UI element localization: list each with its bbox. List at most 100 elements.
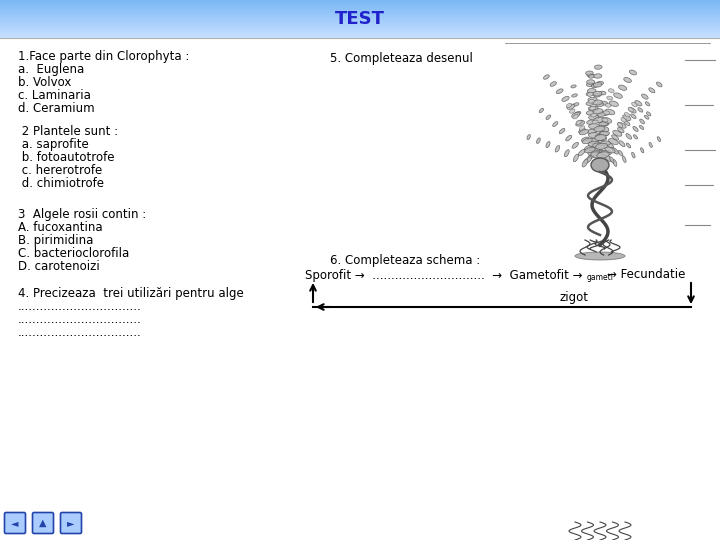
Polygon shape: [0, 25, 720, 26]
Text: 3  Algele rosii contin :: 3 Algele rosii contin :: [18, 208, 146, 221]
Ellipse shape: [576, 120, 583, 124]
Ellipse shape: [588, 150, 600, 156]
Ellipse shape: [593, 91, 602, 96]
Ellipse shape: [595, 143, 608, 150]
Ellipse shape: [585, 157, 592, 163]
Polygon shape: [0, 17, 720, 18]
Ellipse shape: [536, 138, 540, 144]
Ellipse shape: [600, 101, 608, 105]
Ellipse shape: [587, 120, 596, 124]
Polygon shape: [0, 2, 720, 3]
Polygon shape: [0, 24, 720, 25]
Ellipse shape: [586, 83, 593, 86]
Polygon shape: [0, 14, 720, 15]
Ellipse shape: [575, 252, 625, 260]
Polygon shape: [0, 12, 720, 14]
Ellipse shape: [608, 139, 618, 145]
Ellipse shape: [593, 117, 604, 123]
Ellipse shape: [573, 154, 579, 162]
Ellipse shape: [610, 157, 614, 163]
Text: 1.Face parte din Clorophyta :: 1.Face parte din Clorophyta :: [18, 50, 189, 63]
Ellipse shape: [597, 81, 603, 85]
Ellipse shape: [579, 129, 586, 133]
Polygon shape: [0, 8, 720, 9]
Ellipse shape: [619, 140, 625, 147]
Ellipse shape: [591, 152, 603, 158]
Text: d. Ceramium: d. Ceramium: [18, 102, 94, 115]
Ellipse shape: [576, 121, 585, 126]
Ellipse shape: [555, 145, 559, 152]
Ellipse shape: [594, 126, 605, 132]
Ellipse shape: [595, 103, 604, 107]
Ellipse shape: [634, 134, 638, 139]
Ellipse shape: [586, 111, 595, 115]
Ellipse shape: [593, 109, 603, 114]
Polygon shape: [0, 3, 720, 4]
Ellipse shape: [602, 118, 608, 122]
Ellipse shape: [591, 158, 609, 172]
Ellipse shape: [644, 116, 649, 119]
Ellipse shape: [588, 129, 597, 134]
FancyBboxPatch shape: [32, 512, 53, 534]
Polygon shape: [0, 9, 720, 10]
Ellipse shape: [623, 115, 631, 120]
Ellipse shape: [588, 89, 596, 93]
Ellipse shape: [588, 132, 600, 138]
Ellipse shape: [599, 131, 608, 136]
Ellipse shape: [626, 133, 631, 139]
Ellipse shape: [618, 151, 623, 156]
Ellipse shape: [572, 114, 578, 119]
Polygon shape: [0, 1, 720, 2]
Ellipse shape: [609, 101, 618, 106]
Ellipse shape: [550, 82, 557, 86]
Text: A. fucoxantina: A. fucoxantina: [18, 221, 103, 234]
Ellipse shape: [588, 141, 600, 147]
Text: D. carotenoizi: D. carotenoizi: [18, 260, 100, 273]
Ellipse shape: [647, 112, 651, 116]
Text: 6. Completeaza schema :: 6. Completeaza schema :: [330, 254, 480, 267]
Text: a. saprofite: a. saprofite: [18, 138, 89, 151]
Ellipse shape: [591, 113, 597, 117]
Ellipse shape: [635, 100, 642, 106]
Polygon shape: [0, 26, 720, 27]
Ellipse shape: [585, 145, 593, 150]
Polygon shape: [0, 30, 720, 31]
Polygon shape: [0, 0, 720, 1]
Ellipse shape: [608, 89, 614, 92]
Text: C. bacterioclorofila: C. bacterioclorofila: [18, 247, 130, 260]
Text: gameti: gameti: [587, 273, 614, 282]
Ellipse shape: [572, 112, 580, 118]
Polygon shape: [0, 11, 720, 12]
Ellipse shape: [593, 83, 602, 87]
Ellipse shape: [629, 70, 636, 75]
Ellipse shape: [639, 125, 644, 130]
Ellipse shape: [618, 123, 626, 128]
Ellipse shape: [617, 123, 623, 127]
Text: .................................: .................................: [18, 326, 142, 339]
Ellipse shape: [649, 88, 655, 93]
Polygon shape: [0, 29, 720, 30]
Polygon shape: [0, 28, 720, 29]
Ellipse shape: [546, 115, 551, 119]
Ellipse shape: [657, 82, 662, 87]
Ellipse shape: [595, 134, 607, 140]
Polygon shape: [0, 10, 720, 11]
Polygon shape: [0, 5, 720, 6]
Ellipse shape: [585, 71, 593, 75]
Ellipse shape: [591, 84, 598, 87]
Ellipse shape: [582, 138, 593, 144]
Polygon shape: [0, 35, 720, 36]
Ellipse shape: [641, 148, 644, 153]
Ellipse shape: [588, 153, 596, 159]
Ellipse shape: [593, 143, 605, 149]
Ellipse shape: [572, 94, 577, 97]
Polygon shape: [0, 32, 720, 33]
Ellipse shape: [618, 85, 626, 90]
Ellipse shape: [562, 97, 570, 102]
Ellipse shape: [638, 107, 643, 112]
Ellipse shape: [645, 102, 649, 106]
Ellipse shape: [593, 100, 603, 105]
Ellipse shape: [544, 75, 549, 79]
Ellipse shape: [612, 147, 618, 154]
Ellipse shape: [589, 115, 599, 120]
